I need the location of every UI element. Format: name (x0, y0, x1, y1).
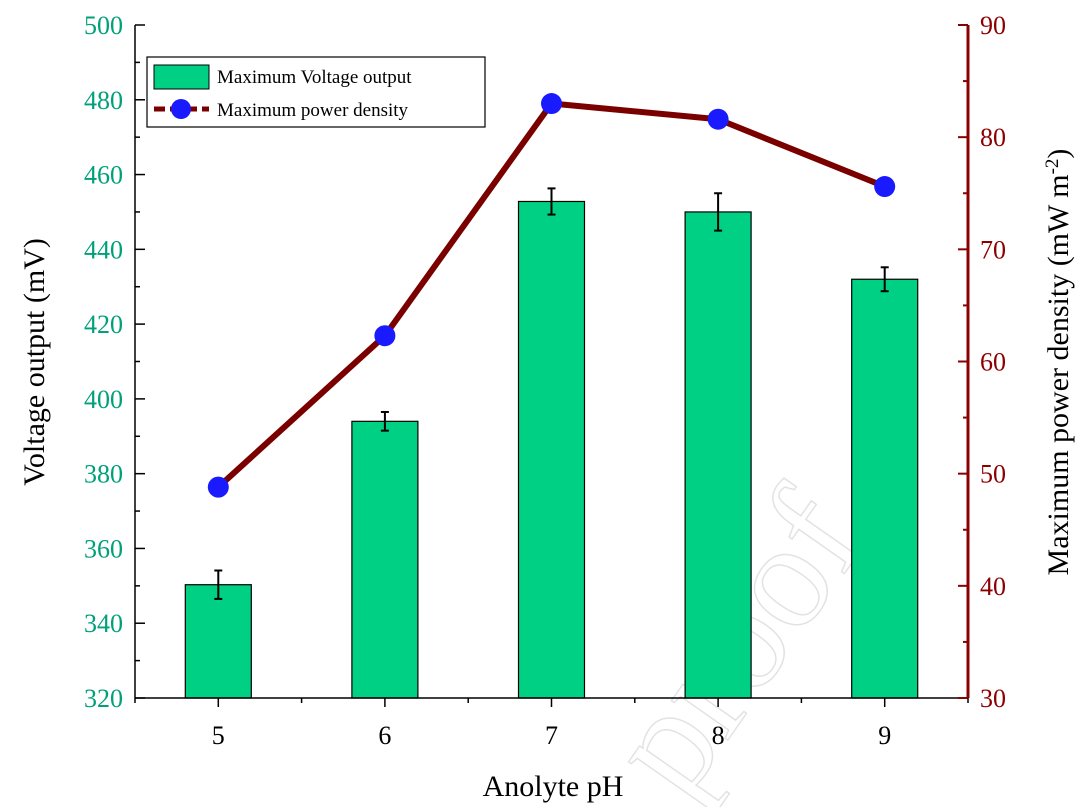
y-left-tick-label: 340 (84, 609, 123, 638)
bar (352, 421, 418, 698)
x-tick-label: 6 (378, 721, 391, 750)
y-left-tick-label: 320 (84, 684, 123, 713)
line-point (708, 109, 729, 130)
y-right-tick-label: 40 (980, 572, 1006, 601)
legend-swatch-bar (154, 65, 209, 89)
legend-swatch-marker (171, 99, 191, 119)
y-right-tick-label: 90 (980, 11, 1006, 40)
x-tick-label: 7 (545, 721, 558, 750)
y-left-tick-label: 440 (84, 235, 123, 264)
x-tick-label: 8 (712, 721, 725, 750)
legend-label-bar: Maximum Voltage output (217, 67, 412, 88)
legend: Maximum Voltage output Maximum power den… (147, 57, 485, 127)
bar (519, 201, 585, 698)
line-point (874, 176, 895, 197)
y-left-tick-label: 500 (84, 11, 123, 40)
y-left-tick-label: 360 (84, 534, 123, 563)
y-left-tick-label: 420 (84, 310, 123, 339)
y-right-tick-label: 30 (980, 684, 1006, 713)
y-right-tick-label: 60 (980, 348, 1006, 377)
line-point (208, 477, 229, 498)
y-left-tick-label: 400 (84, 385, 123, 414)
line-point (374, 325, 395, 346)
y-right-tick-label: 80 (980, 123, 1006, 152)
bar (685, 212, 751, 698)
y-left-tick-label: 380 (84, 460, 123, 489)
y-right-tick-label: 50 (980, 460, 1006, 489)
bar (185, 585, 251, 698)
x-axis-title: Anolyte pH (483, 770, 624, 803)
y-right-tick-label: 70 (980, 235, 1006, 264)
bar (852, 279, 918, 698)
y-axis-right-title: Maximum power density (mW m-2) (1042, 149, 1076, 576)
x-tick-label: 5 (212, 721, 225, 750)
y-left-tick-label: 460 (84, 161, 123, 190)
legend-label-line: Maximum power density (217, 100, 409, 121)
x-tick-label: 9 (878, 721, 891, 750)
line-point (541, 93, 562, 114)
y-axis-left-title: Voltage output (mV) (18, 238, 51, 486)
y-axis-right-title-main: Maximum power density (mW m (1042, 174, 1075, 575)
y-axis-right-title-sup: -2 (1042, 159, 1063, 175)
y-axis-right-title-end: ) (1042, 149, 1075, 159)
y-left-tick-label: 480 (84, 86, 123, 115)
